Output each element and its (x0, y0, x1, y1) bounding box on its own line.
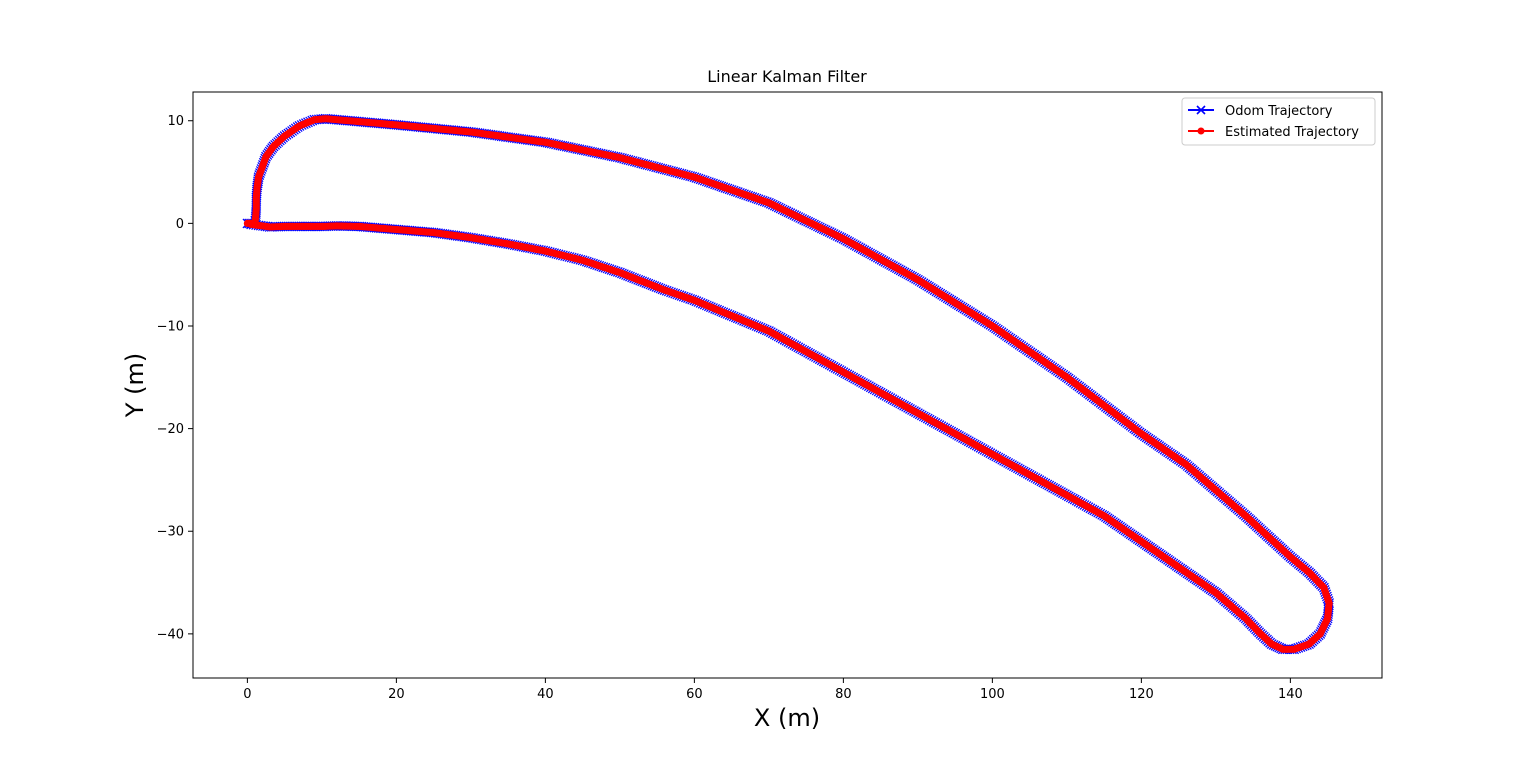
axes-background (193, 92, 1382, 678)
legend-odom-label: Odom Trajectory (1225, 104, 1333, 119)
legend-estimated-label: Estimated Trajectory (1225, 125, 1359, 140)
x-tick-label: 100 (980, 687, 1005, 702)
x-tick-label: 120 (1129, 687, 1154, 702)
legend-odom-marker-x-icon (1196, 105, 1206, 115)
x-tick-label: 0 (243, 687, 251, 702)
series-layer (242, 113, 1335, 655)
legend: Odom Trajectory Estimated Trajectory (1181, 97, 1376, 146)
plot-area (192, 91, 1383, 679)
y-tick-label: 10 (167, 114, 184, 129)
chart-title: Linear Kalman Filter (707, 67, 867, 86)
y-tick-label: −30 (157, 525, 184, 540)
x-tick-label: 40 (537, 687, 554, 702)
series-estimated-trajectory (243, 115, 1333, 653)
y-axis-ticks: 10 0 −10 −20 −30 −40 (157, 114, 193, 642)
x-axis-ticks: 0 20 40 60 80 100 120 140 (243, 678, 1303, 702)
y-axis-label: Y (m) (121, 353, 149, 418)
x-axis-label: X (m) (754, 704, 820, 732)
data-point-dot-marker (247, 220, 255, 228)
x-tick-label: 140 (1278, 687, 1303, 702)
y-tick-label: −10 (157, 319, 184, 334)
y-tick-label: 0 (176, 217, 184, 232)
axes-border (192, 91, 1383, 679)
y-tick-label: −40 (157, 627, 184, 642)
legend-frame (1181, 97, 1376, 146)
x-tick-label: 60 (686, 687, 703, 702)
y-tick-label: −20 (157, 422, 184, 437)
legend-estimated-marker-dot-icon (1197, 127, 1205, 135)
x-tick-label: 80 (835, 687, 852, 702)
x-tick-label: 20 (388, 687, 405, 702)
